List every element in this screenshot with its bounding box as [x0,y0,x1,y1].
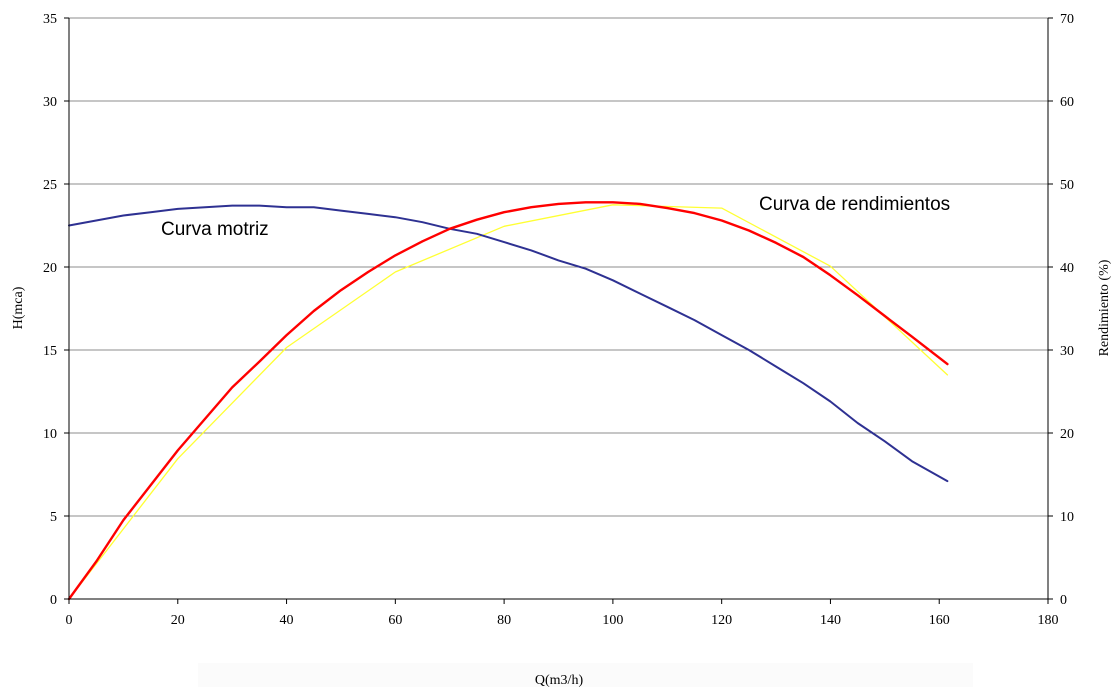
x-tick-label-5: 100 [602,613,623,628]
series-line-1 [67,201,949,601]
y-tick-label-7: 35 [43,12,57,27]
axes: 0 20 40 60 80 100 120 140 160 1800510152025303501… [43,12,1074,628]
x-tick-label-0: 0 [66,613,73,628]
series-line-2 [68,204,949,600]
series-line-0 [68,204,949,483]
y2-axis-title: Rendimiento (%) [1097,259,1112,356]
x-tick-label-7: 140 [820,613,841,628]
y2-tick-label-3: 30 [1060,344,1074,359]
labels: Q(m3/h) H(mca) Rendimiento (%) Curva mot… [11,194,1112,688]
y-tick-label-5: 25 [43,178,57,193]
y-axis-title: H(mca) [11,286,26,329]
y-tick-label-4: 20 [43,261,57,276]
x-tick-label-2: 40 [280,613,294,628]
x-tick-label-6: 120 [711,613,732,628]
x-tick-label-9: 180 [1038,613,1059,628]
y-tick-label-3: 15 [43,344,57,359]
y-tick-label-2: 10 [43,427,57,442]
y2-tick-label-0: 0 [1060,593,1067,608]
y2-tick-label-2: 20 [1060,427,1074,442]
gridlines [69,17,1048,517]
y-tick-label-0: 0 [50,593,57,608]
x-tick-label-4: 80 [497,613,511,628]
x-tick-label-3: 60 [388,613,402,628]
series-layer [67,201,949,601]
y-tick-label-6: 30 [43,95,57,110]
y2-tick-label-6: 60 [1060,95,1074,110]
x-tick-label-8: 160 [929,613,950,628]
x-tick-label-1: 20 [171,613,185,628]
footer-strip [198,663,973,687]
x-axis-title: Q(m3/h) [535,673,584,688]
annotation-curva-motriz: Curva motriz [161,219,269,240]
y-tick-label-1: 5 [50,510,57,525]
y2-tick-label-7: 70 [1060,12,1074,27]
y2-tick-label-1: 10 [1060,510,1074,525]
annotation-curva-rendimientos: Curva de rendimientos [759,194,950,215]
y2-tick-label-5: 50 [1060,178,1074,193]
y2-tick-label-4: 40 [1060,261,1074,276]
